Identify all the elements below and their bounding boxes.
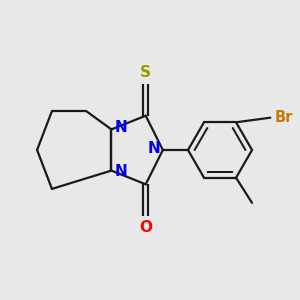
Text: N: N: [114, 164, 127, 179]
Text: N: N: [114, 120, 127, 135]
Text: Br: Br: [275, 110, 293, 125]
Text: O: O: [139, 220, 152, 235]
Text: N: N: [148, 141, 161, 156]
Text: S: S: [140, 65, 151, 80]
